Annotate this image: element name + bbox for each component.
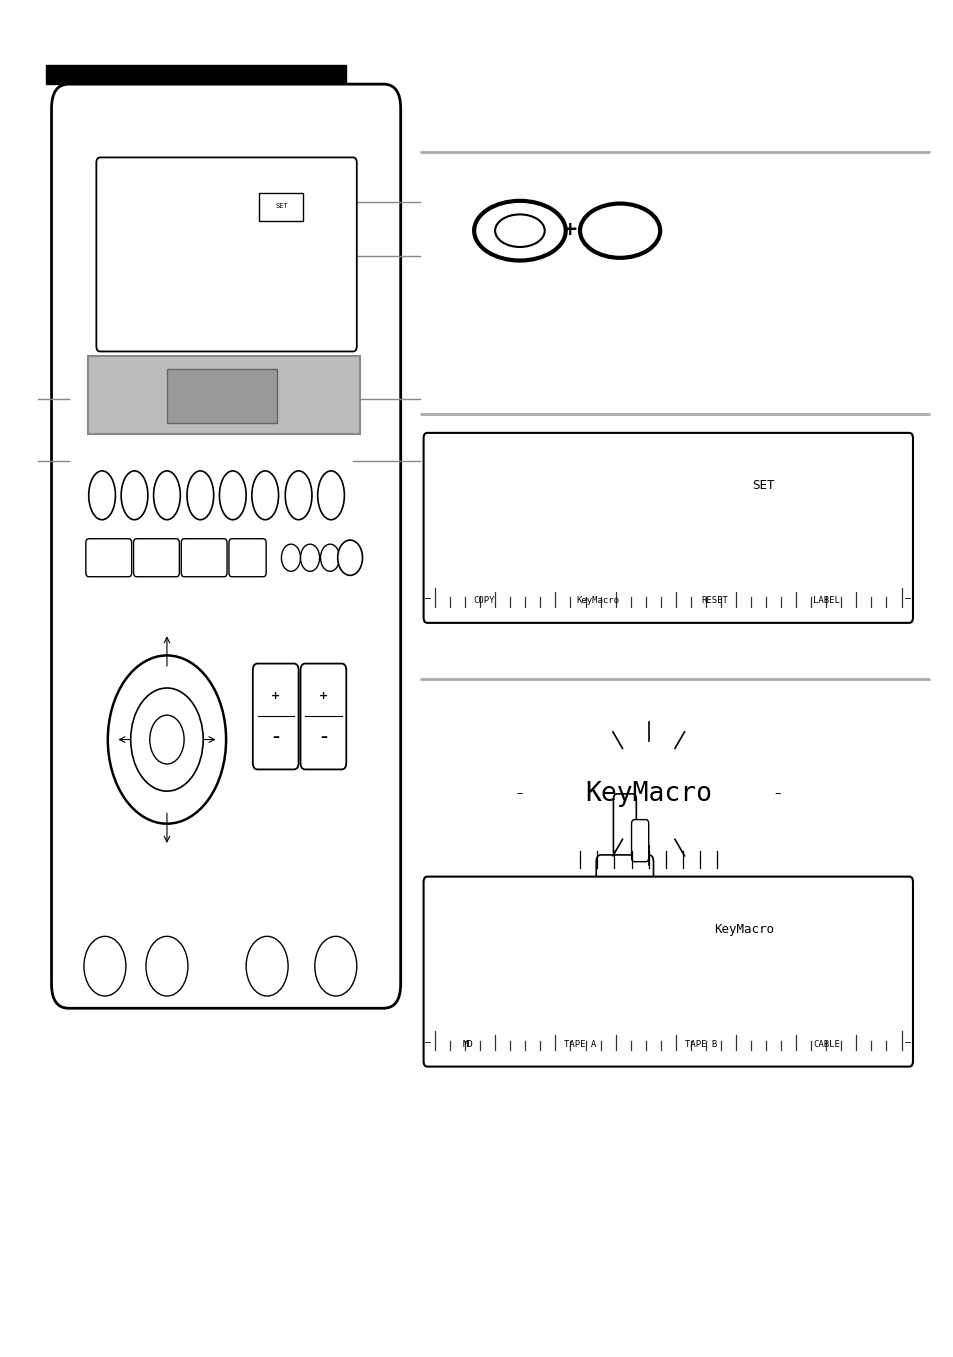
Text: CABLE: CABLE	[813, 1039, 840, 1049]
Circle shape	[246, 936, 288, 996]
Text: +: +	[561, 220, 578, 239]
Ellipse shape	[579, 204, 659, 258]
Text: LABEL: LABEL	[813, 596, 840, 605]
Circle shape	[281, 544, 300, 571]
Bar	[88, 356, 359, 434]
FancyBboxPatch shape	[613, 794, 636, 856]
Text: +: +	[318, 691, 328, 702]
FancyBboxPatch shape	[181, 539, 227, 577]
Circle shape	[150, 715, 184, 764]
Text: –: –	[774, 787, 780, 801]
Text: KeyMacro: KeyMacro	[577, 596, 619, 605]
FancyBboxPatch shape	[253, 664, 298, 769]
Ellipse shape	[89, 471, 115, 520]
FancyBboxPatch shape	[259, 193, 303, 221]
Circle shape	[84, 936, 126, 996]
Text: –: –	[517, 787, 522, 801]
FancyBboxPatch shape	[51, 84, 400, 1008]
Ellipse shape	[252, 471, 278, 520]
Circle shape	[337, 540, 362, 575]
Text: TAPE A: TAPE A	[563, 1039, 595, 1049]
Text: KeyMacro: KeyMacro	[714, 923, 773, 936]
FancyBboxPatch shape	[631, 820, 648, 862]
Text: +: +	[271, 691, 280, 702]
Ellipse shape	[187, 471, 213, 520]
Ellipse shape	[153, 471, 180, 520]
Text: RESET: RESET	[700, 596, 727, 605]
Text: –: –	[319, 730, 327, 744]
Circle shape	[314, 936, 356, 996]
Circle shape	[146, 936, 188, 996]
Ellipse shape	[121, 471, 148, 520]
Text: —: —	[425, 593, 431, 604]
FancyBboxPatch shape	[423, 433, 912, 623]
Text: —: —	[425, 1037, 431, 1048]
Ellipse shape	[474, 201, 565, 261]
Text: —: —	[904, 593, 910, 604]
Text: TAPE B: TAPE B	[684, 1039, 717, 1049]
FancyBboxPatch shape	[133, 539, 179, 577]
FancyBboxPatch shape	[596, 855, 653, 925]
Text: SET: SET	[751, 479, 774, 493]
Bar	[46, 65, 346, 84]
Text: COPY: COPY	[473, 596, 495, 605]
Ellipse shape	[495, 214, 544, 247]
Circle shape	[320, 544, 339, 571]
Ellipse shape	[317, 471, 344, 520]
Circle shape	[131, 688, 203, 791]
Ellipse shape	[219, 471, 246, 520]
FancyBboxPatch shape	[423, 877, 912, 1067]
Text: MD: MD	[462, 1039, 473, 1049]
Text: —: —	[904, 1037, 910, 1048]
FancyBboxPatch shape	[300, 664, 346, 769]
FancyBboxPatch shape	[86, 539, 132, 577]
FancyBboxPatch shape	[96, 157, 356, 351]
Text: SET: SET	[274, 204, 288, 209]
Text: KeyMacro: KeyMacro	[584, 780, 712, 807]
Circle shape	[300, 544, 319, 571]
Bar	[167, 369, 276, 423]
Text: –: –	[272, 730, 279, 744]
Circle shape	[108, 655, 226, 824]
Ellipse shape	[285, 471, 312, 520]
FancyBboxPatch shape	[229, 539, 266, 577]
